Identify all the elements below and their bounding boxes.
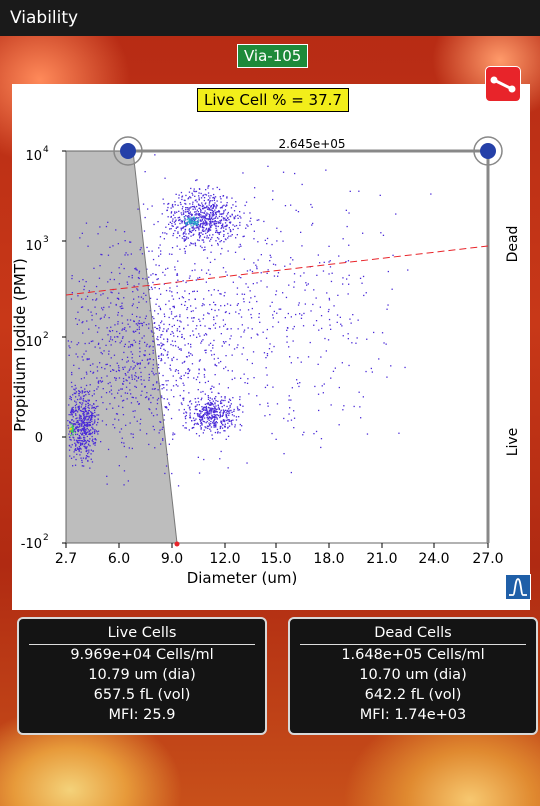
gate-handle-left[interactable] <box>113 136 143 166</box>
dead-cells-concentration: 1.648e+05 Cells/ml <box>341 647 485 663</box>
region-label-live: Live <box>505 428 521 457</box>
gate-diagonal-line <box>132 150 178 544</box>
gate-value-label: 2.645e+05 <box>278 137 345 151</box>
histogram-curve-icon <box>509 578 527 596</box>
threshold-line[interactable] <box>65 245 489 296</box>
plot-panel: 2.645e+05 10 4 10 3 10 2 0 <box>11 84 530 610</box>
svg-text:4: 4 <box>43 145 49 155</box>
x-tick-label: 6.0 <box>108 551 130 567</box>
svg-text:-10: -10 <box>21 537 42 552</box>
x-tick-label: 15.0 <box>260 551 291 567</box>
gate-handle-right[interactable] <box>473 136 503 166</box>
y-tick-10e2: 10 2 <box>25 331 66 350</box>
y-axis-label: Propidium Iodide (PMT) <box>12 258 29 432</box>
dead-cells-header: Dead Cells <box>300 623 526 645</box>
gate-button[interactable] <box>485 66 521 102</box>
x-tick-label: 21.0 <box>366 551 397 567</box>
sample-badge: Via-105 <box>237 44 309 68</box>
x-tick-label: 12.0 <box>209 551 240 567</box>
y-tick-0: 0 <box>35 431 66 446</box>
live-cells-volume: 657.5 fL (vol) <box>93 687 191 703</box>
svg-text:0: 0 <box>35 431 43 446</box>
excluded-gate-region <box>66 151 177 543</box>
region-label-dead: Dead <box>505 226 521 263</box>
window-title: Viability <box>0 0 540 36</box>
live-cells-concentration: 9.969e+04 Cells/ml <box>70 647 214 663</box>
y-tick-10e4: 10 4 <box>25 145 66 164</box>
x-tick-label: 24.0 <box>418 551 449 567</box>
live-cells-header: Live Cells <box>29 623 255 645</box>
dead-cells-volume: 642.2 fL (vol) <box>364 687 462 703</box>
dead-cells-panel: Dead Cells 1.648e+05 Cells/ml 10.70 um (… <box>288 617 538 735</box>
live-cell-percent-label: Live Cell % = 37.7 <box>197 88 349 112</box>
svg-text:10: 10 <box>25 335 42 350</box>
live-cells-diameter: 10.79 um (dia) <box>88 667 196 683</box>
live-cells-mfi: MFI: 25.9 <box>108 707 176 723</box>
x-tick-label: 27.0 <box>472 551 503 567</box>
dead-cells-diameter: 10.70 um (dia) <box>359 667 467 683</box>
x-tick-label: 9.0 <box>161 551 183 567</box>
svg-text:2: 2 <box>43 533 49 543</box>
y-tick-10e3: 10 3 <box>25 235 66 254</box>
x-axis-label: Diameter (um) <box>187 569 298 587</box>
gate-line-icon <box>490 76 516 93</box>
dead-cells-mfi: MFI: 1.74e+03 <box>359 707 467 723</box>
y-tick-neg10e2: -10 2 <box>21 533 66 552</box>
svg-text:10: 10 <box>25 239 42 254</box>
gate-bottom-point <box>174 541 180 547</box>
svg-text:2: 2 <box>43 331 49 341</box>
x-tick-label: 18.0 <box>313 551 344 567</box>
x-tick-label: 2.7 <box>55 551 77 567</box>
svg-text:3: 3 <box>43 235 49 245</box>
live-cells-panel: Live Cells 9.969e+04 Cells/ml 10.79 um (… <box>17 617 267 735</box>
scatter-plot: 2.645e+05 10 4 10 3 10 2 0 <box>11 136 521 587</box>
scatter-points <box>67 154 432 487</box>
histogram-button[interactable] <box>505 574 531 600</box>
svg-text:10: 10 <box>25 149 42 164</box>
